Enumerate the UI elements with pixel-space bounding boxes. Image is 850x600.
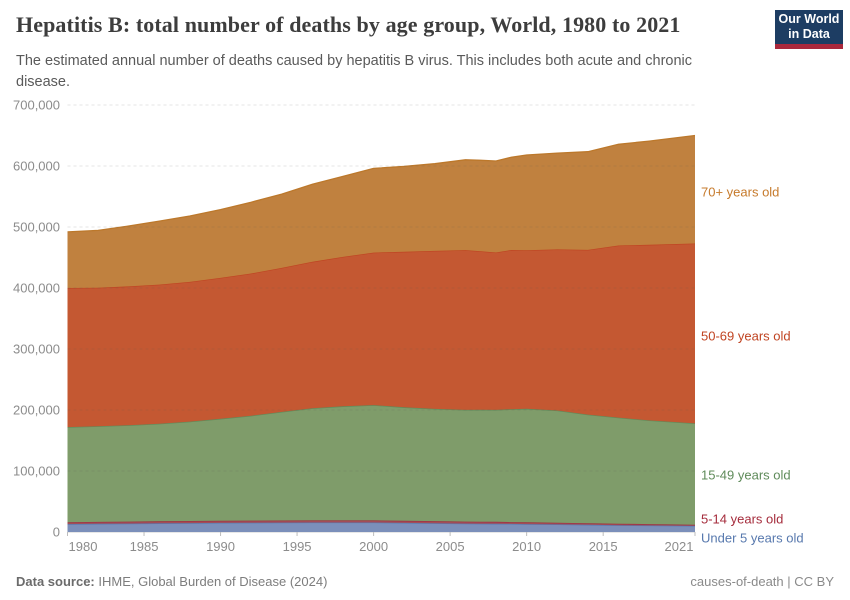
- area-line-70plus: [67, 134, 696, 233]
- legend-label-5-14[interactable]: 5-14 years old: [701, 511, 784, 527]
- x-axis-label: 1990: [206, 539, 235, 554]
- data-source-label: Data source:: [16, 574, 95, 589]
- x-axis-label: 2005: [436, 539, 465, 554]
- stacked-area-plot[interactable]: 0 100,000 200,000 300,000 400,000 500,000 600,…: [0, 95, 850, 560]
- x-axis-label: 2015: [589, 539, 618, 554]
- y-axis-label: 300,000: [13, 342, 60, 357]
- owid-logo-line2: in Data: [788, 27, 830, 41]
- area-70plus[interactable]: [67, 135, 696, 289]
- license-link[interactable]: CC BY: [794, 574, 834, 589]
- chart-footer: Data source: IHME, Global Burden of Dise…: [16, 574, 834, 589]
- gridlines-and-ylabels: 0 100,000 200,000 300,000 400,000 500,000 600,…: [13, 98, 695, 540]
- x-axis-label: 1995: [283, 539, 312, 554]
- legend-label-70plus[interactable]: 70+ years old: [701, 184, 780, 200]
- y-axis-label: 100,000: [13, 464, 60, 479]
- area-under5[interactable]: [67, 522, 696, 533]
- attribution-line: causes-of-death | CC BY: [690, 574, 834, 589]
- y-axis-label: 0: [53, 525, 60, 540]
- x-axis-label: 2021: [665, 539, 694, 554]
- y-axis-label: 400,000: [13, 281, 60, 296]
- dataset-link[interactable]: causes-of-death: [690, 574, 784, 589]
- y-axis-label: 500,000: [13, 220, 60, 235]
- area-15-49[interactable]: [67, 405, 696, 525]
- area-5-14[interactable]: [67, 520, 696, 526]
- x-axis-label: 1985: [130, 539, 159, 554]
- owid-logo-line1: Our World: [778, 12, 840, 26]
- owid-logo[interactable]: Our World in Data: [775, 10, 843, 49]
- data-source-value[interactable]: IHME, Global Burden of Disease (2024): [94, 574, 328, 589]
- stacked-areas: [67, 134, 696, 533]
- x-axis-label: 2010: [512, 539, 541, 554]
- x-axis-label: 2000: [359, 539, 388, 554]
- legend-label-under5[interactable]: Under 5 years old: [701, 530, 804, 546]
- legend-label-50-69[interactable]: 50-69 years old: [701, 328, 791, 344]
- attribution-separator: |: [783, 574, 795, 589]
- data-source-line: Data source: IHME, Global Burden of Dise…: [16, 574, 327, 589]
- y-axis-label: 600,000: [13, 159, 60, 174]
- chart-area: 0 100,000 200,000 300,000 400,000 500,000 600,…: [0, 95, 850, 560]
- chart-subtitle: The estimated annual number of deaths ca…: [16, 53, 692, 91]
- legend-label-15-49[interactable]: 15-49 years old: [701, 467, 791, 483]
- area-50-69[interactable]: [67, 243, 696, 428]
- x-axis-label: 1980: [69, 539, 98, 554]
- y-axis-label: 700,000: [13, 98, 60, 113]
- y-axis-label: 200,000: [13, 403, 60, 418]
- page-title: Hepatitis B: total number of deaths by a…: [16, 12, 681, 37]
